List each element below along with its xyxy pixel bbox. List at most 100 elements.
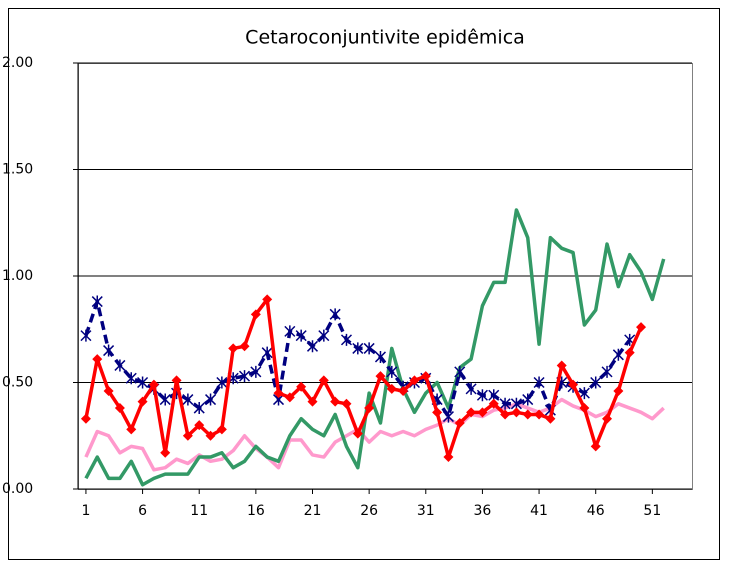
marker xyxy=(375,371,386,382)
marker xyxy=(318,329,330,342)
marker xyxy=(534,409,545,420)
marker xyxy=(329,308,341,321)
marker xyxy=(409,375,420,386)
marker xyxy=(522,409,533,420)
marker xyxy=(114,403,125,414)
y-tick-label: 0.00 xyxy=(2,481,33,497)
series-line xyxy=(84,397,665,472)
marker xyxy=(159,393,171,406)
marker xyxy=(363,342,375,355)
x-tick-label: 51 xyxy=(643,503,661,519)
marker xyxy=(126,424,137,435)
marker xyxy=(476,389,488,402)
marker xyxy=(182,430,193,441)
marker xyxy=(330,396,341,407)
marker xyxy=(273,388,284,399)
marker xyxy=(295,329,307,342)
marker xyxy=(488,398,499,409)
marker xyxy=(341,398,352,409)
marker xyxy=(171,375,182,386)
marker xyxy=(636,322,647,333)
marker xyxy=(420,371,431,382)
marker xyxy=(182,393,194,406)
marker xyxy=(500,409,511,420)
x-tick-label: 46 xyxy=(587,503,605,519)
x-tick-label: 41 xyxy=(530,503,548,519)
x-tick-label: 21 xyxy=(304,503,322,519)
marker xyxy=(432,407,443,418)
marker xyxy=(374,350,386,363)
x-tick-label: 6 xyxy=(138,503,147,519)
chart-title: Cetaroconjuntivite epidêmica xyxy=(245,27,525,49)
marker xyxy=(613,386,624,397)
marker xyxy=(556,360,567,371)
x-tick-label: 36 xyxy=(474,503,492,519)
marker xyxy=(454,365,466,378)
marker xyxy=(386,383,397,394)
series-line xyxy=(84,208,666,487)
marker xyxy=(114,359,126,372)
x-tick-label: 31 xyxy=(417,503,435,519)
marker xyxy=(216,376,228,389)
x-tick-label: 16 xyxy=(247,503,265,519)
marker xyxy=(442,410,454,423)
marker xyxy=(307,396,318,407)
marker xyxy=(545,413,556,424)
marker xyxy=(340,333,353,346)
marker xyxy=(466,407,477,418)
marker xyxy=(364,403,375,414)
marker xyxy=(602,413,613,424)
marker xyxy=(601,365,613,378)
marker xyxy=(103,344,115,357)
y-tick-label: 0.50 xyxy=(2,375,33,391)
marker xyxy=(578,387,590,400)
marker xyxy=(250,309,261,320)
marker xyxy=(250,365,262,378)
marker xyxy=(193,402,205,415)
marker xyxy=(80,329,92,342)
marker xyxy=(194,420,205,431)
x-tick-label: 11 xyxy=(190,503,208,519)
marker xyxy=(228,343,239,354)
marker xyxy=(454,417,465,428)
marker xyxy=(80,413,91,424)
y-tick-label: 2.00 xyxy=(2,55,33,71)
marker xyxy=(499,397,511,410)
x-tick-label: 1 xyxy=(81,503,90,519)
marker xyxy=(306,340,319,353)
marker xyxy=(568,379,579,390)
marker xyxy=(612,348,624,361)
marker xyxy=(205,393,217,406)
marker xyxy=(533,376,545,389)
marker xyxy=(579,403,590,414)
marker xyxy=(296,381,307,392)
marker xyxy=(261,346,273,359)
marker xyxy=(103,386,114,397)
marker xyxy=(624,347,635,358)
marker xyxy=(216,424,227,435)
marker xyxy=(238,370,251,383)
marker xyxy=(352,342,364,355)
marker xyxy=(148,379,159,390)
marker xyxy=(284,392,295,403)
marker xyxy=(91,295,103,308)
marker xyxy=(443,452,454,463)
marker xyxy=(137,396,148,407)
marker xyxy=(590,376,602,389)
marker xyxy=(522,393,534,406)
marker xyxy=(160,447,171,458)
marker xyxy=(386,365,398,378)
y-tick-label: 1.00 xyxy=(2,268,33,284)
marker xyxy=(318,375,329,386)
y-tick-label: 1.50 xyxy=(2,162,33,178)
marker xyxy=(125,372,137,385)
marker xyxy=(137,376,149,389)
marker xyxy=(239,341,250,352)
marker xyxy=(398,386,409,397)
marker xyxy=(205,430,216,441)
marker xyxy=(465,382,477,395)
marker xyxy=(262,294,273,305)
marker xyxy=(477,407,488,418)
x-tick-label: 26 xyxy=(360,503,378,519)
